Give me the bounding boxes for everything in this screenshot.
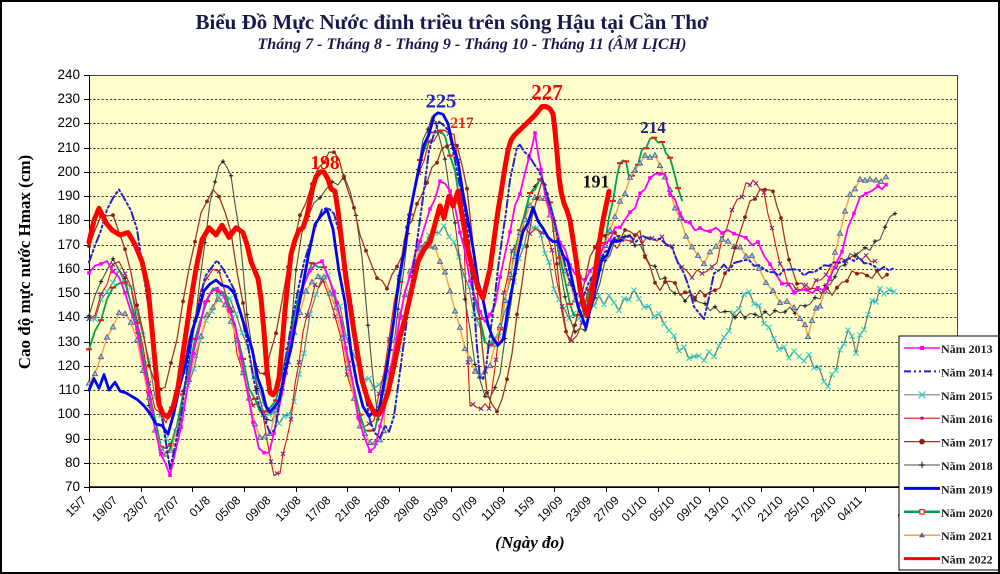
svg-text:120: 120 bbox=[57, 358, 80, 373]
svg-text:140: 140 bbox=[57, 309, 80, 324]
svg-text:Năm 2013: Năm 2013 bbox=[941, 342, 993, 356]
svg-text:191: 191 bbox=[583, 172, 610, 192]
svg-text:227: 227 bbox=[531, 80, 563, 104]
svg-text:Năm 2019: Năm 2019 bbox=[941, 482, 993, 496]
svg-text:220: 220 bbox=[57, 115, 80, 130]
svg-text:230: 230 bbox=[57, 91, 80, 106]
svg-text:Năm 2016: Năm 2016 bbox=[941, 412, 993, 426]
svg-text:Năm 2015: Năm 2015 bbox=[941, 389, 993, 403]
svg-text:Năm 2021: Năm 2021 bbox=[941, 529, 993, 543]
svg-text:160: 160 bbox=[57, 261, 80, 276]
svg-text:200: 200 bbox=[57, 164, 80, 179]
svg-text:100: 100 bbox=[57, 406, 80, 421]
svg-text:240: 240 bbox=[57, 67, 80, 82]
svg-text:Năm 2018: Năm 2018 bbox=[941, 459, 993, 473]
svg-text:214: 214 bbox=[640, 118, 666, 137]
svg-text:150: 150 bbox=[57, 285, 80, 300]
svg-text:Năm 2022: Năm 2022 bbox=[941, 553, 993, 567]
svg-text:80: 80 bbox=[65, 455, 80, 470]
svg-text:225: 225 bbox=[426, 91, 457, 113]
svg-text:Năm 2014: Năm 2014 bbox=[941, 365, 993, 379]
svg-text:110: 110 bbox=[58, 382, 80, 397]
svg-text:70: 70 bbox=[65, 479, 80, 494]
svg-text:217: 217 bbox=[450, 115, 474, 132]
svg-text:198: 198 bbox=[310, 153, 340, 174]
svg-text:Năm 2020: Năm 2020 bbox=[941, 506, 993, 520]
svg-text:210: 210 bbox=[57, 140, 80, 155]
svg-text:Năm 2017: Năm 2017 bbox=[941, 436, 993, 450]
svg-text:190: 190 bbox=[57, 188, 80, 203]
svg-text:130: 130 bbox=[57, 334, 80, 349]
svg-text:90: 90 bbox=[65, 431, 80, 446]
svg-text:180: 180 bbox=[57, 212, 80, 227]
svg-text:170: 170 bbox=[57, 237, 80, 252]
